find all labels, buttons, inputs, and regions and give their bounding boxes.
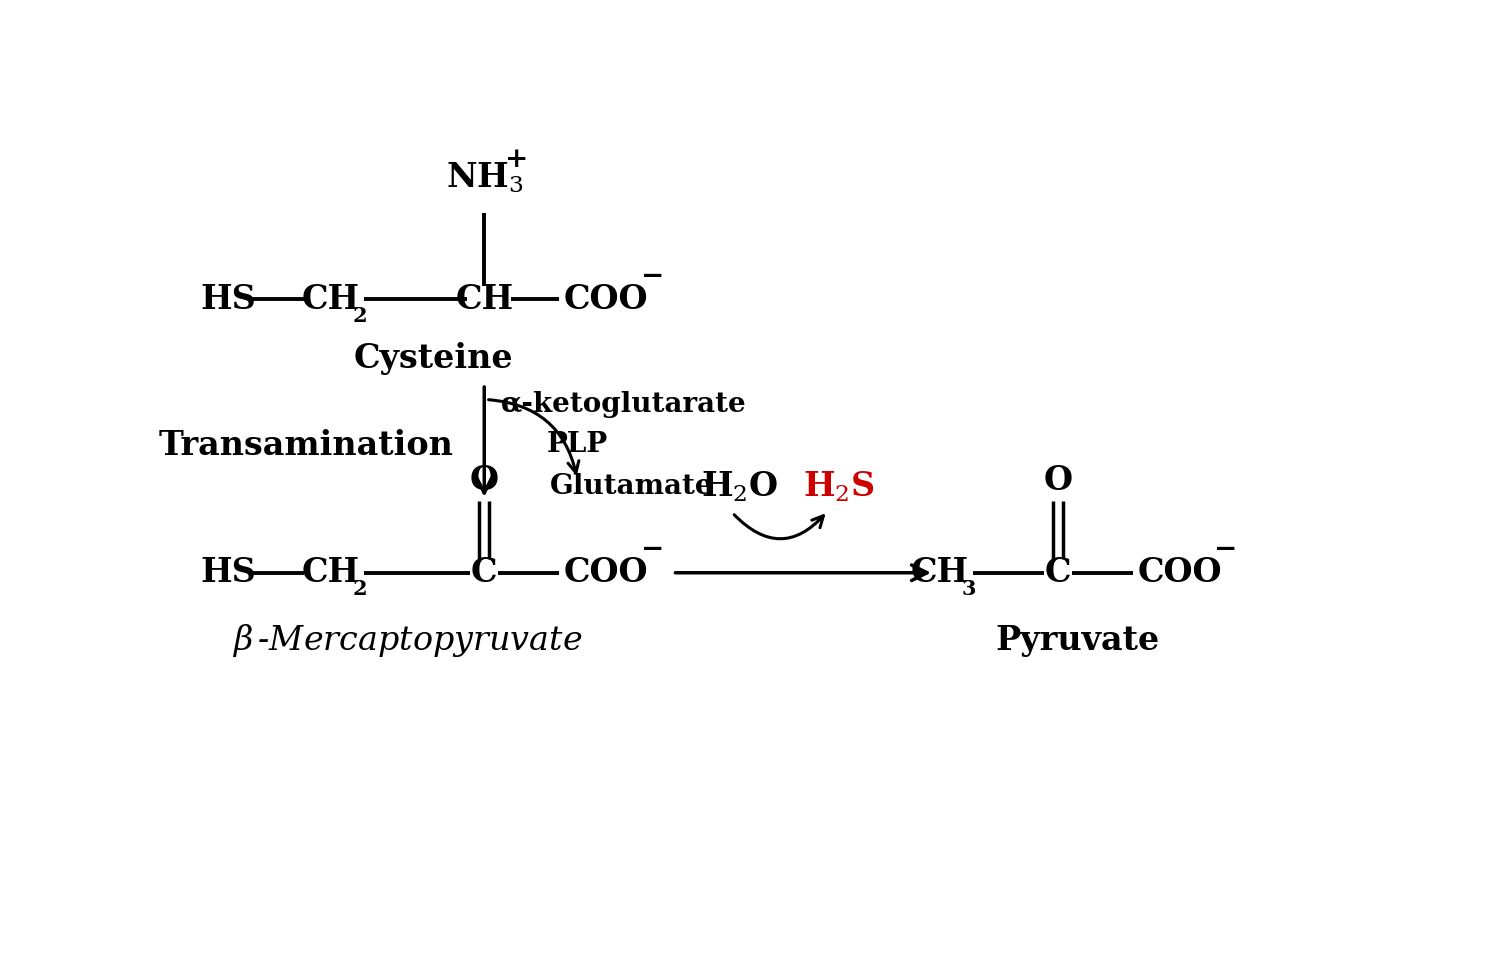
Text: 2: 2: [352, 579, 367, 599]
FancyArrowPatch shape: [489, 400, 578, 473]
Text: −: −: [641, 263, 665, 289]
Text: Cysteine: Cysteine: [354, 342, 513, 375]
Text: O: O: [470, 464, 498, 497]
Text: CH: CH: [455, 283, 513, 316]
Text: α-ketoglutarate: α-ketoglutarate: [501, 392, 746, 418]
Text: COO: COO: [564, 283, 648, 316]
Text: Glutamate: Glutamate: [550, 473, 714, 500]
Text: COO: COO: [1138, 556, 1222, 589]
Text: PLP: PLP: [547, 431, 608, 457]
Text: +: +: [506, 146, 528, 173]
FancyArrowPatch shape: [735, 515, 824, 539]
Text: NH$_3$: NH$_3$: [446, 161, 523, 196]
Text: CH: CH: [302, 556, 360, 589]
Text: Transamination: Transamination: [159, 429, 454, 462]
Text: 3: 3: [962, 579, 975, 599]
Text: Pyruvate: Pyruvate: [995, 624, 1160, 657]
Text: HS: HS: [201, 283, 256, 316]
Text: HS: HS: [201, 556, 256, 589]
Text: $\beta\,$-Mercaptopyruvate: $\beta\,$-Mercaptopyruvate: [232, 622, 581, 659]
Text: CH: CH: [912, 556, 970, 589]
Text: H$_2$S: H$_2$S: [803, 469, 874, 503]
Text: COO: COO: [564, 556, 648, 589]
Text: O: O: [1044, 464, 1072, 497]
Text: H$_2$O: H$_2$O: [702, 469, 779, 503]
Text: C: C: [1044, 556, 1071, 589]
Text: CH: CH: [302, 283, 360, 316]
Text: C: C: [471, 556, 498, 589]
Text: −: −: [1215, 536, 1237, 563]
Text: −: −: [641, 536, 665, 563]
Text: 2: 2: [352, 306, 367, 326]
